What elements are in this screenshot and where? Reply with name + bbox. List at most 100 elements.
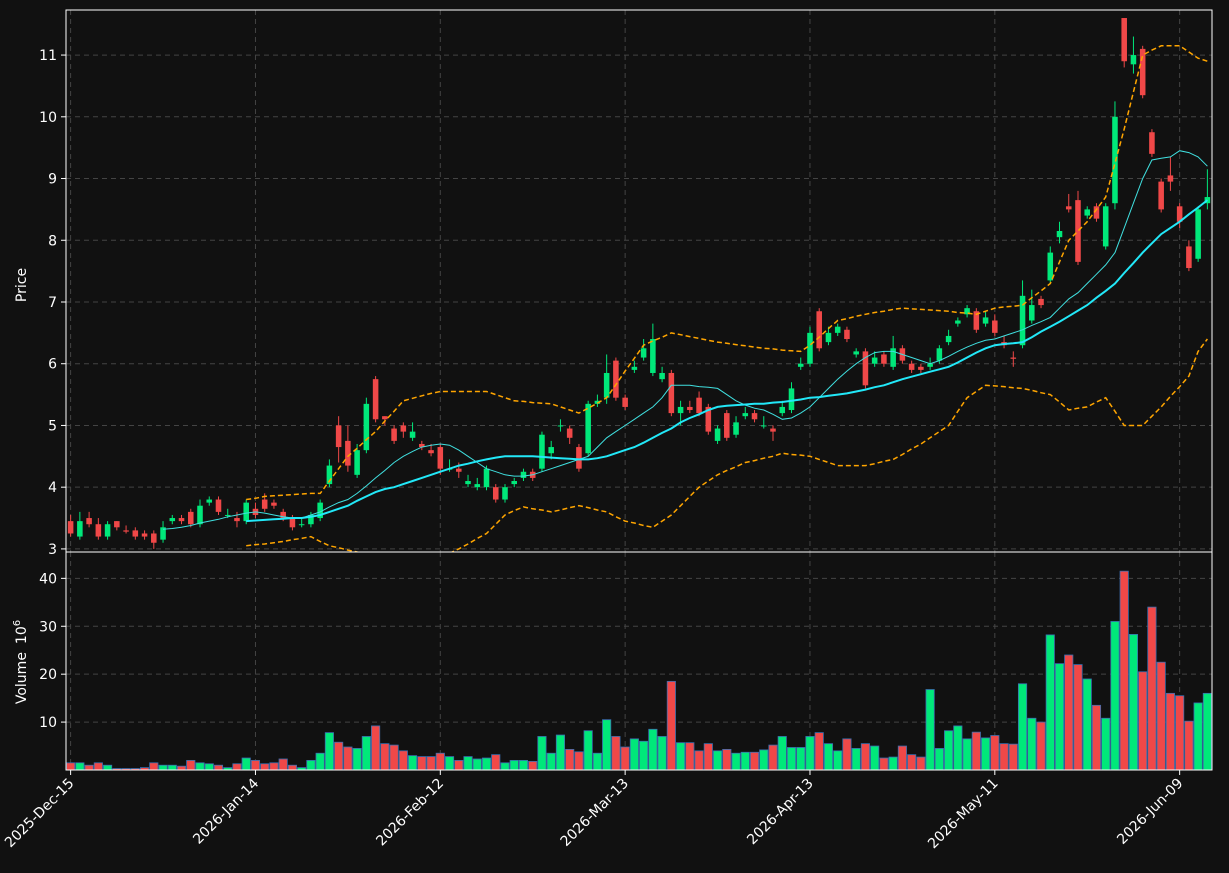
volume-bar (435, 752, 445, 771)
candle-body (114, 521, 120, 528)
candle-body (742, 413, 749, 417)
candle-body (400, 425, 407, 432)
candle-body (760, 425, 767, 427)
volume-bar (93, 762, 103, 771)
x-tick-label: 2025-Dec-15 (2, 776, 77, 851)
candle-body (566, 428, 573, 438)
volume-bar (1017, 683, 1028, 771)
volume-bar (463, 756, 473, 771)
candle-body (603, 372, 610, 398)
volume-bar (555, 734, 566, 771)
volume-bar (749, 751, 760, 771)
volume-bar (546, 752, 556, 771)
volume-bar (934, 748, 944, 771)
volume-bar (1054, 663, 1065, 771)
volume-bar (1202, 692, 1212, 771)
candle-body (973, 311, 980, 330)
candle-body (982, 317, 989, 324)
volume-bar (620, 746, 630, 771)
candle-body (1149, 132, 1155, 154)
volume-bar (204, 763, 214, 771)
volume-bar (925, 689, 935, 771)
x-tick-label: 2026-Jan-14 (190, 775, 262, 847)
candle-body (945, 335, 952, 343)
candle-body (1047, 252, 1054, 281)
candle-body (585, 403, 591, 454)
volume-bar (417, 756, 427, 771)
candle-body (677, 406, 684, 414)
price-panel (67, 18, 1211, 549)
volume-bar (1138, 671, 1148, 771)
volume-bar (380, 743, 390, 771)
candle-body (881, 354, 887, 364)
volume-bar (186, 760, 196, 771)
volume-bar (481, 757, 492, 771)
volume-bar (1193, 702, 1203, 771)
candle-body (243, 502, 249, 522)
volume-bar (703, 743, 713, 771)
candle-body (289, 518, 296, 528)
candle-body (95, 524, 102, 537)
candle-body (77, 521, 83, 537)
candle-body (335, 425, 342, 448)
candle-body (308, 514, 314, 525)
volume-bar (777, 736, 787, 771)
candle-body (594, 400, 601, 404)
volume-bar (149, 762, 159, 771)
volume-bar (491, 754, 501, 771)
candle-body (714, 428, 721, 441)
grid (66, 10, 1212, 770)
candle-body (548, 447, 554, 454)
price-frame (65, 9, 1213, 553)
candle-body (927, 363, 933, 367)
volume-bar (897, 745, 907, 771)
volume-bar (509, 760, 519, 771)
volume-bar (676, 742, 686, 771)
candle-body (197, 505, 203, 525)
volume-bar (796, 747, 806, 771)
candle-body (797, 363, 804, 367)
volume-bar (528, 760, 538, 771)
volume-bar (1073, 664, 1083, 771)
candle-body (206, 499, 213, 503)
candle-body (474, 484, 481, 488)
multiplier-exponent: 6 (12, 620, 23, 626)
indicator-line (246, 199, 1209, 523)
candle-body (955, 320, 961, 324)
volume-bar (1008, 743, 1018, 771)
candle-body (687, 406, 693, 411)
candle-body (613, 360, 619, 398)
candle-body (871, 357, 878, 364)
x-tick-label: 2026-Jun-09 (1114, 776, 1186, 848)
indicator-line (246, 338, 1208, 552)
volume-bar (1027, 717, 1037, 771)
candle-body (705, 406, 712, 432)
indicator-line (246, 45, 1208, 501)
volume-bar (740, 751, 750, 771)
volume-bar (1045, 634, 1055, 771)
volume-bar (66, 762, 76, 771)
volume-axis-label: Volume 106 (12, 620, 30, 704)
volume-bar (823, 743, 834, 771)
candle-body (234, 518, 240, 522)
volume-bar (842, 738, 852, 771)
candle-body (779, 406, 786, 414)
volume-bar (666, 680, 676, 771)
candle-body (123, 530, 129, 532)
volume-bar (1064, 654, 1074, 771)
volume-bar (685, 742, 695, 771)
candle-body (622, 397, 628, 407)
volume-bar (1128, 634, 1139, 771)
candle-body (1102, 206, 1109, 247)
candle-body (1029, 305, 1035, 321)
price-axis-label: Price (14, 268, 30, 302)
candle-body (409, 431, 416, 438)
volume-bar (1175, 695, 1185, 771)
volume-bar (167, 764, 177, 771)
candle-body (317, 502, 323, 519)
volume-bar (537, 736, 547, 771)
volume-bar (565, 748, 575, 771)
candle-body (964, 308, 970, 315)
candle-body (1176, 206, 1183, 222)
candle-body (650, 339, 656, 373)
